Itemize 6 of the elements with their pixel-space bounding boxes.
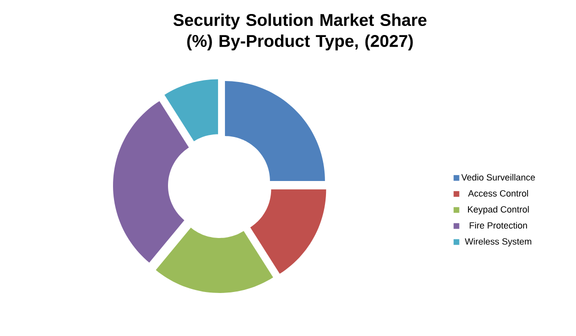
legend-label: Fire Protection	[470, 222, 527, 229]
legend-label: Access Control	[468, 190, 528, 197]
legend-label: Vedio Surveillance	[461, 174, 535, 181]
chart-title: Security Solution Market Share (%) By-Product Type, (2027)	[173, 14, 426, 50]
legend-label: Wireless System	[464, 238, 532, 246]
legend-label: Keypad Control	[468, 206, 529, 214]
